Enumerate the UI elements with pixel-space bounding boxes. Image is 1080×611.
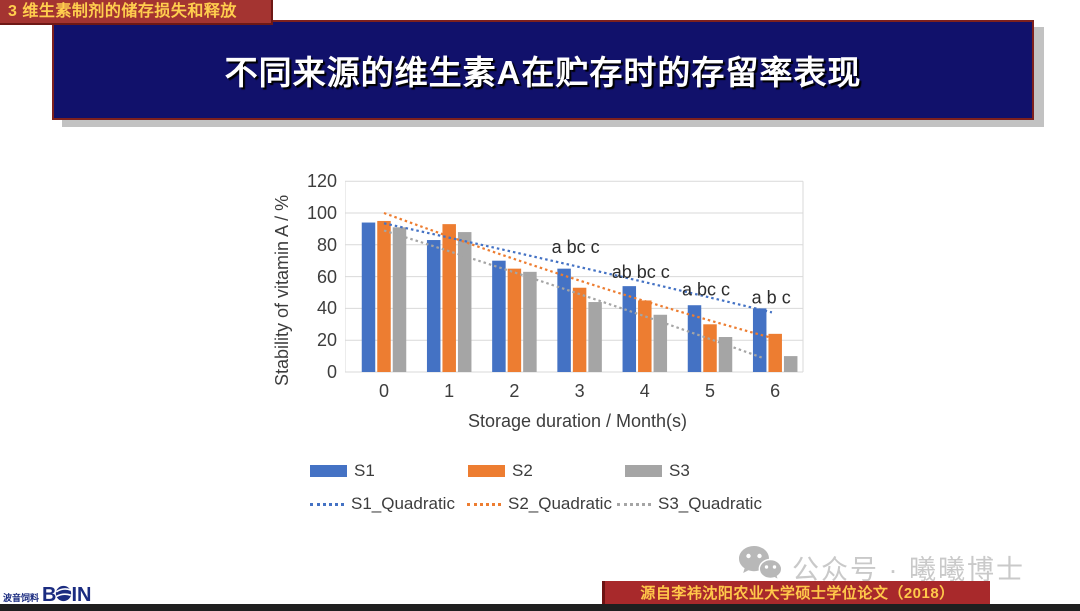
bar-s2-month0 <box>377 220 391 372</box>
y-tick-label: 60 <box>316 266 337 287</box>
bar-s3-month6 <box>783 356 798 372</box>
logo-letters-in: IN <box>71 583 92 606</box>
bar-s3-month1 <box>457 232 472 372</box>
legend-item-s1: S1 <box>310 461 375 481</box>
legend-label: S2 <box>512 461 533 480</box>
trendline-s2_quadratic <box>383 211 769 339</box>
slide-title-box: 不同来源的维生素A在贮存时的存留率表现 <box>52 20 1034 120</box>
legend-item-s3: S3 <box>625 461 690 481</box>
x-tick-label: 5 <box>704 381 715 401</box>
legend-item-s2: S2 <box>468 461 533 481</box>
bar-s3-month3 <box>588 302 602 372</box>
bar-s2-month5 <box>703 324 717 372</box>
legend-swatch <box>625 465 662 477</box>
bar-s1-month0 <box>361 222 376 372</box>
bar-s2-month4 <box>638 300 652 372</box>
trendline-s1_quadratic <box>383 222 773 314</box>
x-tick-label: 0 <box>378 381 389 401</box>
legend-dotted-swatch <box>467 502 501 506</box>
x-tick-label: 4 <box>639 381 650 401</box>
bar-s1-month4 <box>622 286 637 372</box>
x-axis-title: Storage duration / Month(s) <box>467 411 688 431</box>
legend-item-s3_quadratic: S3_Quadratic <box>617 494 762 514</box>
significance-annotation: a b c <box>752 288 791 308</box>
legend-label: S3 <box>669 461 690 480</box>
legend-dotted-swatch <box>310 502 344 506</box>
significance-annotation: a bc c <box>552 237 600 257</box>
legend-swatch <box>468 465 505 477</box>
bar-s1-month2 <box>492 260 506 372</box>
slide-title: 不同来源的维生素A在贮存时的存留率表现 <box>224 54 862 91</box>
x-tick-label: 6 <box>770 381 781 401</box>
logo-letter-b: B <box>42 583 57 606</box>
source-citation-banner: 源自李祎沈阳农业大学硕士学位论文（2018） <box>602 581 990 604</box>
stability-chart: a bc c ab bc c a bc c a b c <box>345 180 804 373</box>
legend-label: S3_Quadratic <box>658 494 762 513</box>
legend-dotted-swatch <box>617 502 651 506</box>
bar-s3-month2 <box>523 271 537 372</box>
trendline-s3_quadratic <box>383 229 763 359</box>
y-tick-label: 40 <box>316 298 337 319</box>
legend-item-s2_quadratic: S2_Quadratic <box>467 494 612 514</box>
bar-s1-month3 <box>557 268 571 372</box>
legend-label: S1 <box>354 461 375 480</box>
y-tick-label: 120 <box>306 171 337 192</box>
watermark: 公众号 · 曦曦博士 <box>738 545 1025 590</box>
bottom-bar <box>0 604 1080 611</box>
bar-s2-month1 <box>442 224 456 372</box>
bar-s2-month3 <box>572 287 587 372</box>
bar-s2-month6 <box>768 333 782 372</box>
bar-s1-month1 <box>426 240 441 372</box>
y-tick-label: 20 <box>316 330 337 351</box>
boin-logo: 波音饲料 B IN <box>3 583 91 607</box>
legend-label: S2_Quadratic <box>508 494 612 513</box>
significance-annotation: a bc c <box>682 280 730 300</box>
x-tick-label: 1 <box>444 381 455 401</box>
logo-chinese-text: 波音饲料 <box>3 592 40 603</box>
y-tick-label: 100 <box>306 203 337 223</box>
legend-item-s1_quadratic: S1_Quadratic <box>310 494 455 514</box>
bar-s2-month2 <box>507 268 522 372</box>
x-tick-label: 3 <box>574 381 585 401</box>
y-tick-label: 80 <box>316 234 337 255</box>
x-tick-label: 2 <box>509 381 520 401</box>
bar-s1-month6 <box>752 308 767 372</box>
y-tick-label: 0 <box>326 362 337 382</box>
legend-label: S1_Quadratic <box>351 494 455 513</box>
wechat-icon <box>738 545 783 590</box>
significance-annotation: ab bc c <box>612 262 670 282</box>
globe-icon <box>56 583 72 607</box>
section-badge: 3 维生素制剂的储存损失和释放 <box>0 0 273 25</box>
legend-swatch <box>310 465 347 477</box>
bar-s3-month0 <box>392 227 407 372</box>
watermark-text: 公众号 · 曦曦博士 <box>792 555 1025 585</box>
bar-s3-month4 <box>653 314 668 372</box>
bar-s1-month5 <box>687 305 702 372</box>
